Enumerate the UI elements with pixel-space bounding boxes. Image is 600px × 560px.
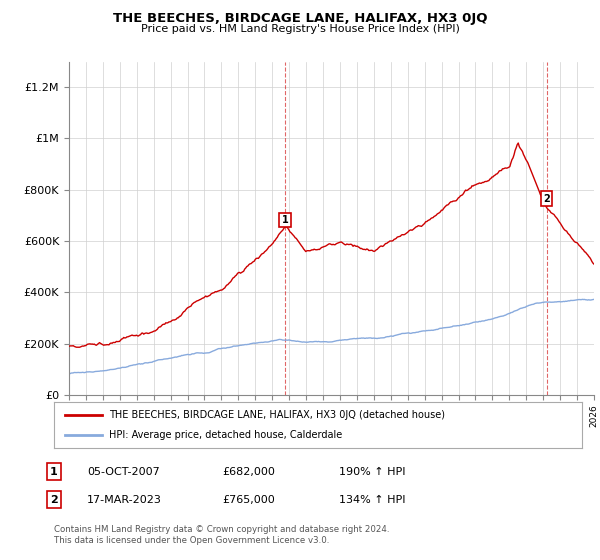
Text: 1: 1 xyxy=(281,215,289,225)
Text: 2: 2 xyxy=(50,494,58,505)
Text: £765,000: £765,000 xyxy=(222,494,275,505)
Text: THE BEECHES, BIRDCAGE LANE, HALIFAX, HX3 0JQ: THE BEECHES, BIRDCAGE LANE, HALIFAX, HX3… xyxy=(113,12,487,25)
Text: Price paid vs. HM Land Registry's House Price Index (HPI): Price paid vs. HM Land Registry's House … xyxy=(140,24,460,34)
Text: Contains HM Land Registry data © Crown copyright and database right 2024.
This d: Contains HM Land Registry data © Crown c… xyxy=(54,525,389,545)
Text: THE BEECHES, BIRDCAGE LANE, HALIFAX, HX3 0JQ (detached house): THE BEECHES, BIRDCAGE LANE, HALIFAX, HX3… xyxy=(109,410,445,420)
Text: £682,000: £682,000 xyxy=(222,466,275,477)
Text: 134% ↑ HPI: 134% ↑ HPI xyxy=(339,494,406,505)
Text: 1: 1 xyxy=(50,466,58,477)
Text: 2: 2 xyxy=(543,194,550,204)
Text: HPI: Average price, detached house, Calderdale: HPI: Average price, detached house, Cald… xyxy=(109,430,343,440)
Text: 190% ↑ HPI: 190% ↑ HPI xyxy=(339,466,406,477)
Text: 05-OCT-2007: 05-OCT-2007 xyxy=(87,466,160,477)
Text: 17-MAR-2023: 17-MAR-2023 xyxy=(87,494,162,505)
